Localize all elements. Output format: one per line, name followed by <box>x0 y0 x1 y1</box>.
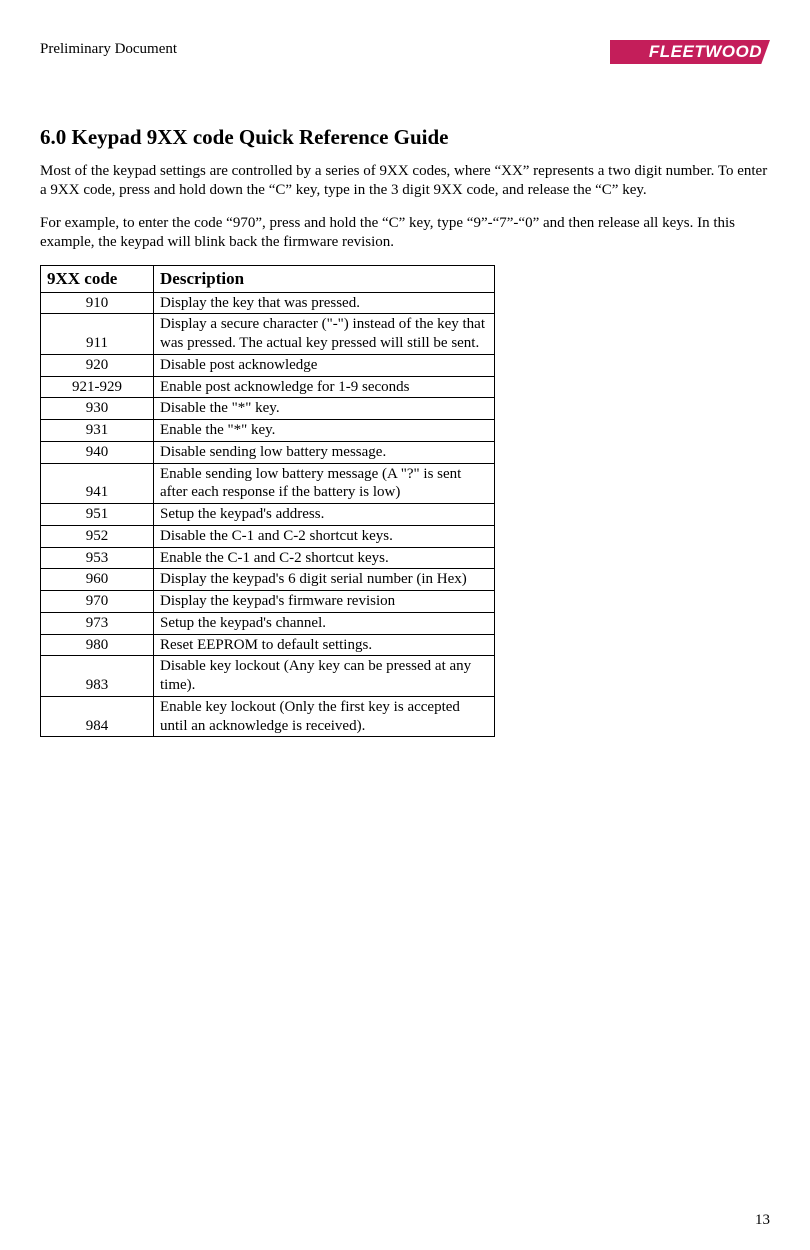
code-cell: 973 <box>41 612 154 634</box>
code-cell: 970 <box>41 591 154 613</box>
desc-cell: Display the keypad's 6 digit serial numb… <box>154 569 495 591</box>
desc-cell: Disable the C-1 and C-2 shortcut keys. <box>154 525 495 547</box>
table-row: 931Enable the "*" key. <box>41 420 495 442</box>
code-cell: 984 <box>41 696 154 737</box>
table-header-row: 9XX code Description <box>41 266 495 292</box>
table-row: 921-929Enable post acknowledge for 1-9 s… <box>41 376 495 398</box>
code-cell: 931 <box>41 420 154 442</box>
table-row: 953Enable the C-1 and C-2 shortcut keys. <box>41 547 495 569</box>
code-cell: 921-929 <box>41 376 154 398</box>
desc-cell: Enable key lockout (Only the first key i… <box>154 696 495 737</box>
col-header-code: 9XX code <box>41 266 154 292</box>
table-row: 910Display the key that was pressed. <box>41 292 495 314</box>
code-cell: 911 <box>41 314 154 355</box>
codes-table: 9XX code Description 910Display the key … <box>40 265 495 737</box>
col-header-desc: Description <box>154 266 495 292</box>
table-row: 983Disable key lockout (Any key can be p… <box>41 656 495 697</box>
code-cell: 920 <box>41 354 154 376</box>
table-row: 920Disable post acknowledge <box>41 354 495 376</box>
intro-paragraph-2: For example, to enter the code “970”, pr… <box>40 214 770 252</box>
code-cell: 930 <box>41 398 154 420</box>
code-cell: 953 <box>41 547 154 569</box>
desc-cell: Disable the "*" key. <box>154 398 495 420</box>
code-cell: 983 <box>41 656 154 697</box>
table-row: 970Display the keypad's firmware revisio… <box>41 591 495 613</box>
code-cell: 910 <box>41 292 154 314</box>
section-title: 6.0 Keypad 9XX code Quick Reference Guid… <box>40 124 770 150</box>
desc-cell: Disable key lockout (Any key can be pres… <box>154 656 495 697</box>
intro-paragraph-1: Most of the keypad settings are controll… <box>40 162 770 200</box>
desc-cell: Disable sending low battery message. <box>154 441 495 463</box>
page-header: Preliminary Document FLEETWOOD <box>40 40 770 64</box>
table-row: 960Display the keypad's 6 digit serial n… <box>41 569 495 591</box>
table-row: 911Display a secure character ("-") inst… <box>41 314 495 355</box>
code-cell: 941 <box>41 463 154 504</box>
desc-cell: Enable post acknowledge for 1-9 seconds <box>154 376 495 398</box>
table-row: 951Setup the keypad's address. <box>41 504 495 526</box>
fleetwood-logo: FLEETWOOD <box>610 40 770 64</box>
desc-cell: Enable sending low battery message (A "?… <box>154 463 495 504</box>
table-row: 940Disable sending low battery message. <box>41 441 495 463</box>
logo-text: FLEETWOOD <box>649 41 762 62</box>
code-cell: 952 <box>41 525 154 547</box>
code-cell: 940 <box>41 441 154 463</box>
code-cell: 951 <box>41 504 154 526</box>
desc-cell: Setup the keypad's address. <box>154 504 495 526</box>
desc-cell: Enable the "*" key. <box>154 420 495 442</box>
preliminary-label: Preliminary Document <box>40 40 177 59</box>
table-row: 973Setup the keypad's channel. <box>41 612 495 634</box>
desc-cell: Setup the keypad's channel. <box>154 612 495 634</box>
desc-cell: Display a secure character ("-") instead… <box>154 314 495 355</box>
code-cell: 960 <box>41 569 154 591</box>
desc-cell: Display the keypad's firmware revision <box>154 591 495 613</box>
table-row: 984Enable key lockout (Only the first ke… <box>41 696 495 737</box>
table-row: 941Enable sending low battery message (A… <box>41 463 495 504</box>
desc-cell: Display the key that was pressed. <box>154 292 495 314</box>
desc-cell: Enable the C-1 and C-2 shortcut keys. <box>154 547 495 569</box>
table-row: 930Disable the "*" key. <box>41 398 495 420</box>
table-row: 980Reset EEPROM to default settings. <box>41 634 495 656</box>
desc-cell: Reset EEPROM to default settings. <box>154 634 495 656</box>
desc-cell: Disable post acknowledge <box>154 354 495 376</box>
code-cell: 980 <box>41 634 154 656</box>
page-number: 13 <box>755 1211 770 1230</box>
table-row: 952Disable the C-1 and C-2 shortcut keys… <box>41 525 495 547</box>
